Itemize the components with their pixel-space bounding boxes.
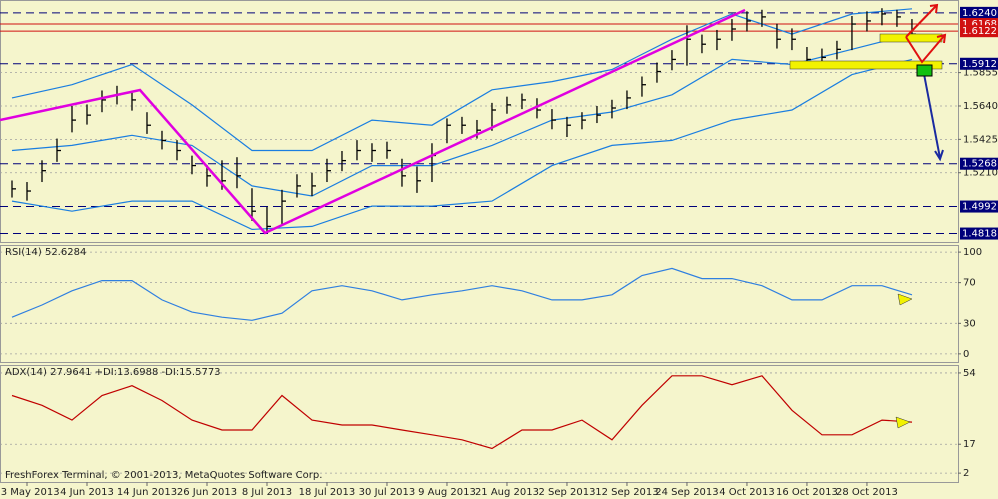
arrow-head xyxy=(929,3,939,14)
level-label-box xyxy=(960,25,998,38)
level-label-box xyxy=(960,57,998,70)
y-tick-label: 1.5855 xyxy=(963,68,998,79)
y-tick-label: 2 xyxy=(963,468,969,479)
band-line xyxy=(11,58,913,231)
y-tick-label: 1.5425 xyxy=(963,134,998,145)
indicator-line xyxy=(11,267,913,321)
level-label-box xyxy=(960,157,998,170)
target-marker xyxy=(916,64,933,77)
y-tick-label: 1.5640 xyxy=(963,101,998,112)
x-tick-label: 4 Oct 2013 xyxy=(719,487,774,498)
level-label: 1.4992 xyxy=(962,202,997,213)
arrow-head xyxy=(934,149,944,162)
zone xyxy=(879,33,943,43)
arrow-head xyxy=(936,33,947,44)
level-label: 1.6240 xyxy=(962,8,997,19)
x-tick-label: 28 Oct 2013 xyxy=(836,487,898,498)
footer: FreshForex Terminal, © 2001-2013, MetaQu… xyxy=(5,470,322,481)
indicator-line xyxy=(11,375,913,450)
forecast-arrow xyxy=(905,5,937,38)
y-tick-label: 54 xyxy=(963,368,976,379)
x-tick-label: 24 Sep 2013 xyxy=(655,487,718,498)
y-tick-label: 30 xyxy=(963,318,976,329)
x-tick-label: 21 Aug 2013 xyxy=(475,487,539,498)
x-tick-label: 4 Jun 2013 xyxy=(60,487,114,498)
plot-layer: 1.5855 1.5640 1.5425 1.5210 1.62401.61681.61… xyxy=(0,6,998,498)
x-tick-label: 14 Jun 2013 xyxy=(117,487,177,498)
x-tick-label: 8 Jul 2013 xyxy=(242,487,292,498)
trend-lines xyxy=(0,8,746,235)
x-tick-label: 26 Jun 2013 xyxy=(177,487,237,498)
rsi-title: RSI(14) 52.6284 xyxy=(5,247,86,258)
y-tick-label: 1.5210 xyxy=(963,168,998,179)
y-tick-label: 70 xyxy=(963,278,976,289)
x-tick-label: 16 Oct 2013 xyxy=(776,487,838,498)
y-tick-label: 0 xyxy=(963,349,969,360)
level-label: 1.5268 xyxy=(962,159,997,170)
x-tick-label: 23 May 2013 xyxy=(0,487,60,498)
forecast-arrow xyxy=(923,73,941,159)
x-tick-label: 30 Jul 2013 xyxy=(359,487,416,498)
adx-arrow xyxy=(895,416,911,429)
zone xyxy=(789,60,943,70)
x-tick-label: 2 Sep 2013 xyxy=(538,487,595,498)
y-tick-label: 17 xyxy=(963,439,976,450)
level-label-box xyxy=(960,200,998,213)
level-label: 1.6168 xyxy=(962,19,997,30)
level-label: 1.4818 xyxy=(962,229,997,240)
adx-title: ADX(14) 27.9641 +DI:13.6988 -DI:15.5773 xyxy=(5,367,221,378)
level-label: 1.6122 xyxy=(962,26,997,37)
level-label-box xyxy=(960,227,998,240)
level-label: 1.5912 xyxy=(962,59,997,70)
rsi-arrow xyxy=(897,293,913,306)
price-panel xyxy=(0,0,959,243)
y-tick-label: 100 xyxy=(963,247,982,258)
x-tick-label: 9 Aug 2013 xyxy=(418,487,476,498)
drawings xyxy=(0,3,947,429)
level-label-box xyxy=(960,6,998,19)
adx-panel xyxy=(0,365,959,483)
rsi-panel xyxy=(0,245,959,363)
forecast-arrow xyxy=(905,35,945,64)
x-tick-label: 12 Sep 2013 xyxy=(595,487,658,498)
x-tick-label: 18 Jul 2013 xyxy=(299,487,356,498)
